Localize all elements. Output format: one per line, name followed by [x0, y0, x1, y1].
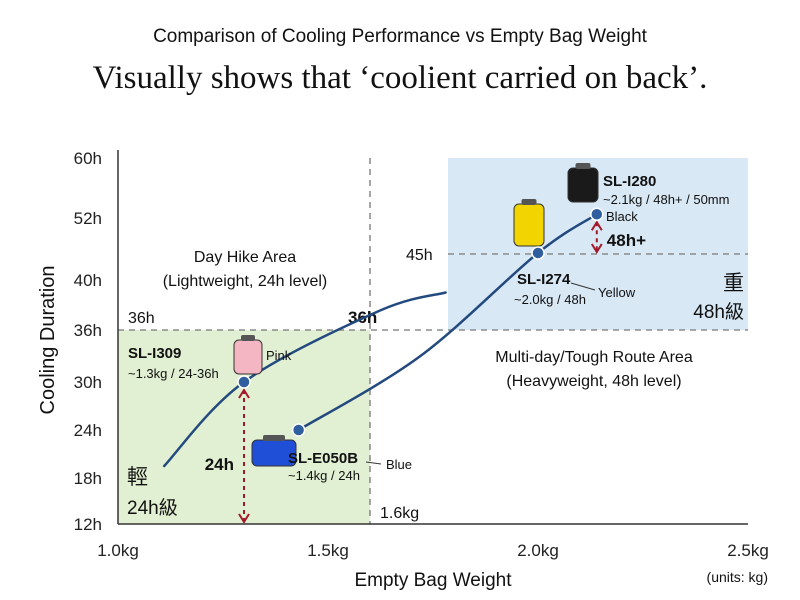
- product-color-name: Blue: [386, 457, 412, 472]
- gap-arrow-48h-head-top: [590, 220, 603, 231]
- light-kanji: 輕: [127, 466, 148, 489]
- product-leader: [365, 461, 382, 465]
- product-detail: ~2.0kg / 48h: [514, 292, 586, 307]
- product-name: SL-I274: [517, 271, 571, 288]
- y-tick-label: 52h: [74, 209, 102, 228]
- product-leader: [570, 282, 596, 291]
- product-color-name: Black: [606, 209, 638, 224]
- product-point: [531, 246, 545, 260]
- x-tick-label: 2.0kg: [517, 541, 559, 560]
- y-tick-label: 12h: [74, 515, 102, 534]
- y-tick-label: 18h: [74, 469, 102, 488]
- bag-icon-sl-i309: [233, 339, 263, 375]
- chart-subtitle: Visually shows that ‘coolient carried on…: [92, 60, 708, 96]
- gap-arrow-24h-head-bottom: [238, 513, 250, 524]
- bag-icon-sl-i309-handle: [241, 335, 255, 341]
- bag-icon-sl-i280: [567, 167, 599, 203]
- y-tick-label: 40h: [74, 271, 102, 290]
- product-color-name: Pink: [266, 348, 292, 363]
- gap-label-48h: 48h+: [607, 231, 646, 250]
- product-name: SL-I309: [128, 345, 181, 362]
- x-tick-label: 1.5kg: [307, 541, 349, 560]
- light-region-subtitle: (Lightweight, 24h level): [163, 273, 328, 290]
- y-tick-label: 30h: [74, 373, 102, 392]
- heavy-kanji: 重: [723, 272, 744, 295]
- product-color-name: Yellow: [598, 285, 636, 300]
- gap-arrow-24h-head-top: [238, 388, 250, 399]
- product-detail: ~1.4kg / 24h: [288, 468, 360, 483]
- x-tick-label: 2.5kg: [727, 541, 769, 560]
- bag-icon-sl-i280-handle: [575, 163, 591, 169]
- product-name: SL-E050B: [288, 450, 358, 467]
- series-line-2: [297, 213, 599, 432]
- x-tick-label: 1.0kg: [97, 541, 139, 560]
- product-detail: ~1.3kg / 24-36h: [128, 366, 219, 381]
- product-point: [590, 207, 604, 221]
- heavy-region-title: Multi-day/Tough Route Area: [495, 349, 693, 366]
- bag-icon-sl-i274-handle: [521, 199, 537, 205]
- bag-icon-sl-i274: [513, 203, 545, 247]
- bag-icon-sl-e050b-handle: [263, 435, 285, 441]
- y-axis-title: Cooling Duration: [37, 266, 59, 415]
- ref-label-36h-left: 36h: [128, 310, 155, 327]
- series-line-1: [162, 291, 447, 468]
- chart-title: Comparison of Cooling Performance vs Emp…: [153, 26, 647, 47]
- light-region-title: Day Hike Area: [194, 249, 296, 266]
- light-grade: 24h級: [127, 497, 178, 519]
- y-tick-label: 24h: [74, 421, 102, 440]
- heavy-region-subtitle: (Heavyweight, 48h level): [506, 373, 681, 390]
- heavy-grade: 48h級: [693, 301, 744, 323]
- ref-label-45h: 45h: [406, 247, 433, 264]
- y-tick-label: 60h: [74, 149, 102, 168]
- product-point: [291, 423, 306, 437]
- y-tick-label: 36h: [74, 321, 102, 340]
- gap-label-24h: 24h: [205, 455, 234, 474]
- product-point: [237, 375, 251, 389]
- product-detail: ~2.1kg / 48h+ / 50mm: [603, 192, 729, 207]
- x-axis-title: Empty Bag Weight: [354, 570, 512, 591]
- product-name: SL-I280: [603, 173, 656, 190]
- ref-label-1-6kg: 1.6kg: [380, 505, 419, 522]
- units-note: (units: kg): [707, 569, 768, 585]
- gap-arrow-48h-head-bottom: [590, 243, 603, 254]
